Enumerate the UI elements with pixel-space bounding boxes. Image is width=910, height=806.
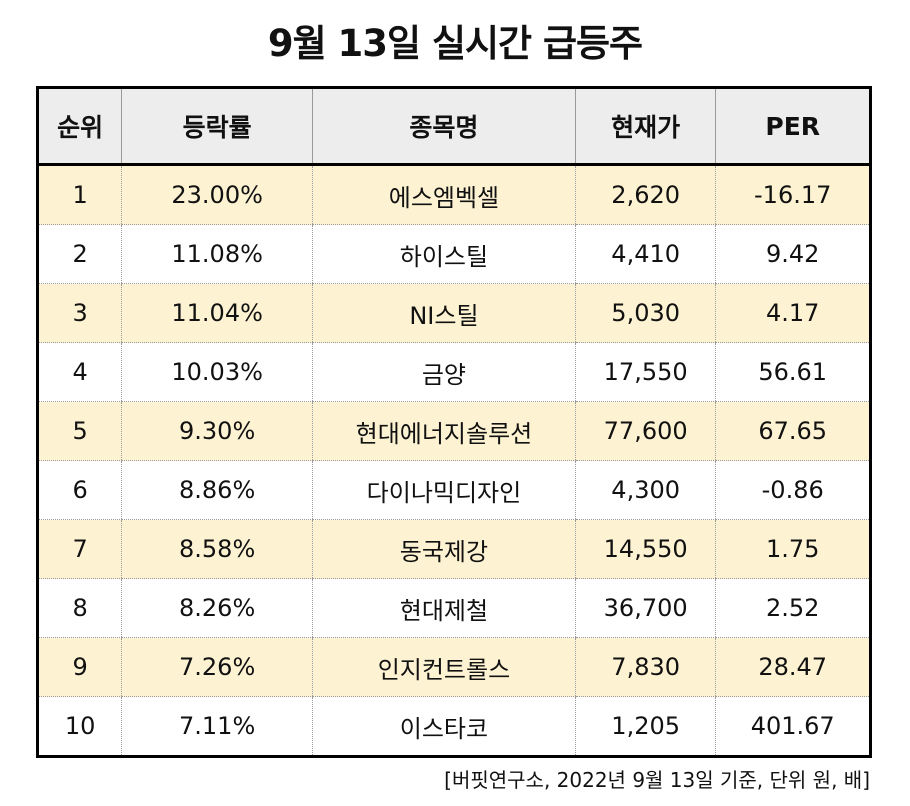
change-rate-cell: 23.00% <box>121 164 313 225</box>
surge-stock-table: 순위 등락률 종목명 현재가 PER 1 23.00% 에스엠벡셀 2,620 -16.… <box>36 86 872 758</box>
current-price-cell: 7,830 <box>574 637 716 697</box>
change-rate-cell: 9.30% <box>121 401 313 461</box>
current-price-cell: 2,620 <box>574 164 716 225</box>
rank-cell: 4 <box>37 342 122 402</box>
per-cell: -16.17 <box>715 164 871 225</box>
stock-name-cell: 동국제강 <box>311 519 576 579</box>
current-price-cell: 4,410 <box>574 224 716 284</box>
stock-name-cell: 현대제철 <box>311 578 576 638</box>
change-rate-cell: 8.86% <box>121 460 313 520</box>
per-cell: 9.42 <box>715 224 871 284</box>
stock-name-cell: 금양 <box>311 342 576 402</box>
rank-cell: 9 <box>37 637 122 697</box>
table-row: 4 10.03% 금양 17,550 56.61 <box>37 342 871 402</box>
change-rate-cell: 11.04% <box>121 283 313 343</box>
header-change-rate: 등락률 <box>121 87 313 166</box>
per-cell: -0.86 <box>715 460 871 520</box>
change-rate-cell: 7.11% <box>121 696 313 757</box>
table-row: 1 23.00% 에스엠벡셀 2,620 -16.17 <box>37 164 871 225</box>
table-row: 10 7.11% 이스타코 1,205 401.67 <box>38 696 871 757</box>
table-row: 7 8.58% 동국제강 14,550 1.75 <box>37 519 871 579</box>
table-row: 2 11.08% 하이스틸 4,410 9.42 <box>37 224 871 284</box>
current-price-cell: 36,700 <box>574 578 716 638</box>
change-rate-cell: 11.08% <box>121 224 313 284</box>
current-price-cell: 1,205 <box>574 696 716 757</box>
per-cell: 67.65 <box>715 401 871 461</box>
current-price-cell: 14,550 <box>574 519 716 579</box>
rank-cell: 7 <box>37 519 122 579</box>
rank-cell: 10 <box>64 712 96 740</box>
header-stock-name: 종목명 <box>311 87 576 166</box>
header-rank: 순위 <box>37 87 122 166</box>
page-title: 9월 13일 실시간 급등주 <box>267 22 643 65</box>
table-row: 9 7.26% 인지컨트롤스 7,830 28.47 <box>37 637 871 697</box>
header-current-price: 현재가 <box>574 87 716 166</box>
table-header-row: 순위 등락률 종목명 현재가 PER <box>37 87 871 166</box>
per-cell: 2.52 <box>715 578 871 638</box>
current-price-cell: 17,550 <box>574 342 716 402</box>
stock-name-cell: 다이나믹디자인 <box>311 460 576 520</box>
source-footnote: [버핏연구소, 2022년 9월 13일 기준, 단위 원, 배] <box>444 768 870 792</box>
current-price-cell: 4,300 <box>574 460 716 520</box>
per-cell: 28.47 <box>715 637 871 697</box>
stock-name-cell: 인지컨트롤스 <box>311 637 576 697</box>
stock-name-cell: 이스타코 <box>311 696 576 757</box>
rank-cell: 3 <box>37 283 122 343</box>
rank-cell: 2 <box>37 224 122 284</box>
per-cell: 56.61 <box>715 342 871 402</box>
table-row: 8 8.26% 현대제철 36,700 2.52 <box>37 578 871 638</box>
header-per: PER <box>715 87 871 166</box>
per-cell: 401.67 <box>715 696 871 757</box>
current-price-cell: 77,600 <box>574 401 716 461</box>
change-rate-cell: 8.58% <box>121 519 313 579</box>
table-row: 6 8.86% 다이나믹디자인 4,300 -0.86 <box>37 460 871 520</box>
change-rate-cell: 8.26% <box>121 578 313 638</box>
change-rate-cell: 7.26% <box>121 637 313 697</box>
per-cell: 1.75 <box>715 519 871 579</box>
table-row: 3 11.04% NI스틸 5,030 4.17 <box>37 283 871 343</box>
rank-cell: 5 <box>37 401 122 461</box>
stock-name-cell: NI스틸 <box>311 283 576 343</box>
change-rate-cell: 10.03% <box>121 342 313 402</box>
stock-name-cell: 하이스틸 <box>311 224 576 284</box>
rank-cell: 8 <box>37 578 122 638</box>
stock-name-cell: 에스엠벡셀 <box>311 164 576 225</box>
per-cell: 4.17 <box>715 283 871 343</box>
table-row: 5 9.30% 현대에너지솔루션 77,600 67.65 <box>37 401 871 461</box>
rank-cell: 6 <box>37 460 122 520</box>
rank-cell: 1 <box>37 164 122 225</box>
current-price-cell: 5,030 <box>574 283 716 343</box>
stock-name-cell: 현대에너지솔루션 <box>311 401 576 461</box>
